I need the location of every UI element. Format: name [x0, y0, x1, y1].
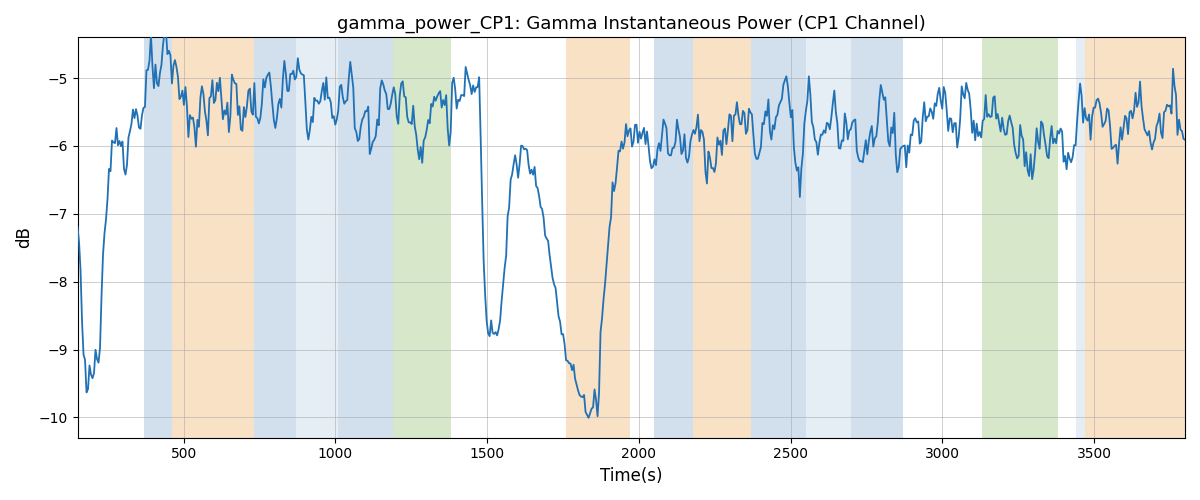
Bar	[805, 38, 851, 438]
Bar	[566, 38, 630, 438]
Bar	[338, 38, 394, 438]
Bar	[982, 38, 1057, 438]
Bar	[394, 38, 451, 438]
Bar	[1075, 38, 1085, 438]
Y-axis label: dB: dB	[14, 226, 34, 248]
Bar	[654, 38, 694, 438]
Bar	[253, 38, 296, 438]
Bar	[851, 38, 902, 438]
Bar	[172, 38, 253, 438]
Title: gamma_power_CP1: Gamma Instantaneous Power (CP1 Channel): gamma_power_CP1: Gamma Instantaneous Pow…	[337, 15, 925, 34]
Bar	[144, 38, 172, 438]
Bar	[296, 38, 338, 438]
X-axis label: Time(s): Time(s)	[600, 467, 662, 485]
Bar	[751, 38, 805, 438]
Bar	[694, 38, 751, 438]
Bar	[1085, 38, 1186, 438]
